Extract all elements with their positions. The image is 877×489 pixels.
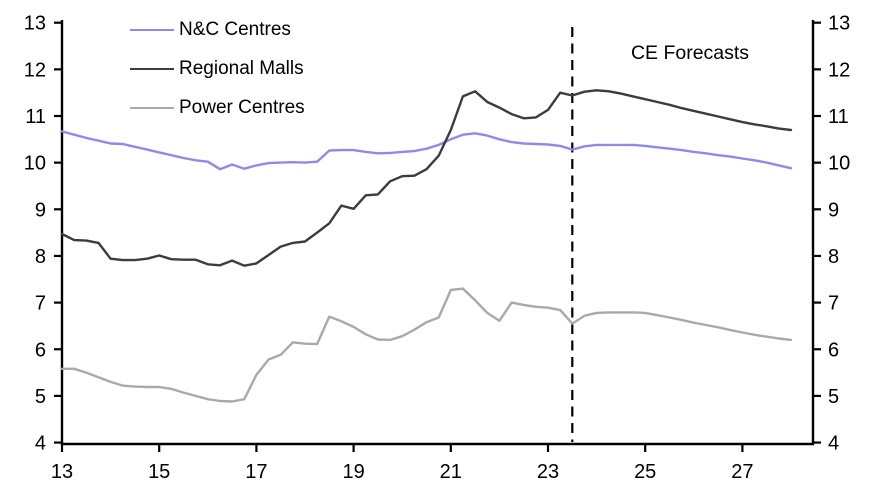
regional-malls-line-swatch (130, 67, 174, 70)
x-axis-label: 23 (537, 461, 559, 483)
nc-centres-line-swatch (130, 28, 174, 31)
series-line-n-c-centres (60, 130, 793, 171)
y-axis-right-label: 12 (828, 59, 850, 81)
y-axis-right-label: 8 (828, 246, 839, 268)
legend-label-regional-malls: Regional Malls (179, 58, 304, 79)
y-axis-right-label: 11 (828, 106, 849, 128)
y-axis-left-label: 5 (35, 386, 46, 408)
x-axis-label: 25 (634, 461, 656, 483)
legend-item-nc-centres: N&C Centres (130, 10, 305, 49)
y-axis-right-label: 6 (828, 339, 839, 361)
y-axis-right-label: 13 (828, 13, 850, 35)
x-axis-label: 15 (148, 461, 170, 483)
x-axis-label: 13 (51, 461, 73, 483)
legend-item-regional-malls: Regional Malls (130, 49, 305, 88)
x-axis-label: 17 (245, 461, 267, 483)
forecast-annotation: CE Forecasts (630, 42, 750, 64)
series-line-regional-malls (60, 89, 793, 267)
y-axis-right-label: 9 (828, 199, 839, 221)
legend-item-power-centres: Power Centres (130, 88, 305, 127)
legend-label-nc-centres: N&C Centres (179, 19, 291, 40)
y-axis-right-label: 4 (828, 433, 839, 455)
chart-legend: N&C Centres Regional Malls Power Centres (130, 10, 305, 127)
y-axis-left-label: 12 (24, 59, 46, 81)
y-axis-left-label: 7 (35, 293, 46, 315)
x-axis-label: 19 (342, 461, 364, 483)
y-axis-left-label: 13 (24, 13, 46, 35)
y-axis-left-label: 10 (24, 153, 46, 175)
y-axis-right-label: 7 (828, 293, 839, 315)
x-axis-label: 21 (440, 461, 462, 483)
y-axis-left-label: 11 (25, 106, 46, 128)
y-axis-left-label: 4 (35, 433, 46, 455)
legend-label-power-centres: Power Centres (179, 97, 305, 118)
y-axis-right-label: 5 (828, 386, 839, 408)
series-line-power-centres (60, 287, 793, 403)
y-axis-left-label: 9 (35, 199, 46, 221)
y-axis-right-label: 10 (828, 153, 850, 175)
y-axis-left-label: 8 (35, 246, 46, 268)
y-axis-left-label: 6 (35, 339, 46, 361)
x-axis-label: 27 (731, 461, 753, 483)
power-centres-line-swatch (130, 106, 174, 109)
